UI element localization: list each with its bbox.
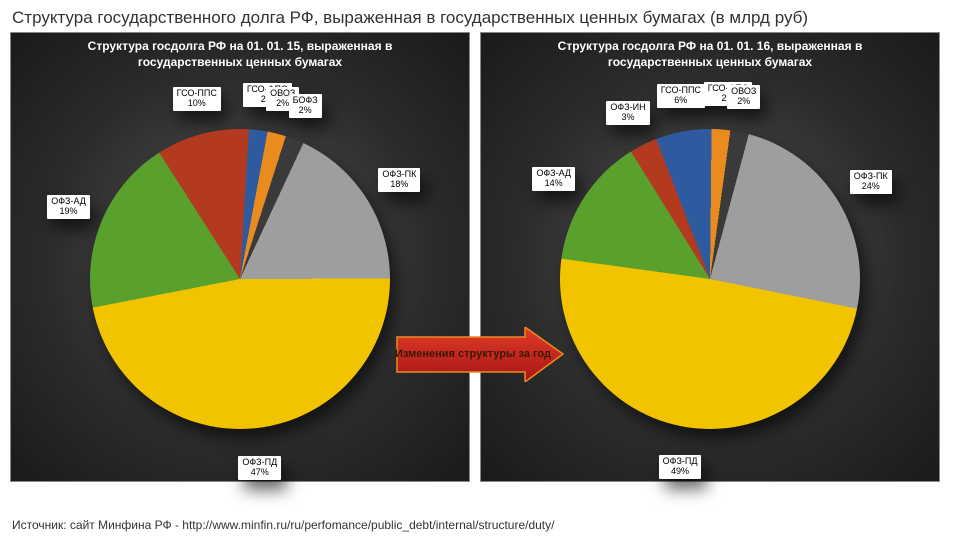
change-arrow: Изменения структуры за год xyxy=(395,327,565,382)
pie-slice-label: ГСО-ППС6% xyxy=(657,84,705,108)
change-arrow-text: Изменения структуры за год xyxy=(395,348,565,361)
pie-right-wrap: ОФЗ-ПК24%ОФЗ-ПД49%ОФЗ-АД14%ОФЗ-ИН3%ГСО-П… xyxy=(560,129,860,429)
pie-slice-label: БОФЗ2% xyxy=(289,94,322,118)
chart-right-title: Структура госдолга РФ на 01. 01. 16, выр… xyxy=(481,33,939,70)
chart-panel-left: Структура госдолга РФ на 01. 01. 15, выр… xyxy=(10,32,470,482)
chart-left-title: Структура госдолга РФ на 01. 01. 15, выр… xyxy=(11,33,469,70)
pie-slice-label: ОФЗ-АД14% xyxy=(532,167,575,191)
chart-panel-right: Структура госдолга РФ на 01. 01. 16, выр… xyxy=(480,32,940,482)
source-text: Источник: сайт Минфина РФ - http://www.m… xyxy=(12,518,554,532)
charts-row: Структура госдолга РФ на 01. 01. 15, выр… xyxy=(0,32,960,482)
main-title: Структура государственного долга РФ, выр… xyxy=(0,0,960,32)
pie-left-wrap: ОФЗ-ПК18%ОФЗ-ПД47%ОФЗ-АД19%ГСО-ППС10%ГСО… xyxy=(90,129,390,429)
pie-slice-label: ГСО-ППС10% xyxy=(173,87,221,111)
pie-slice-label: ОФЗ-ПК24% xyxy=(850,170,892,194)
pie-chart-right: ОФЗ-ПК24%ОФЗ-ПД49%ОФЗ-АД14%ОФЗ-ИН3%ГСО-П… xyxy=(560,129,860,429)
pie-slice-label: ОФЗ-ПК18% xyxy=(378,168,420,192)
pie-chart-left: ОФЗ-ПК18%ОФЗ-ПД47%ОФЗ-АД19%ГСО-ППС10%ГСО… xyxy=(90,129,390,429)
pie-slice-label: ОВОЗ2% xyxy=(727,85,760,109)
pie-slice-label: ОФЗ-ПД47% xyxy=(238,456,281,480)
pie-slice-label: ОФЗ-АД19% xyxy=(47,195,90,219)
pie-slice-label: ОФЗ-ПД49% xyxy=(659,455,702,479)
pie-slice-label: ОФЗ-ИН3% xyxy=(606,101,649,125)
